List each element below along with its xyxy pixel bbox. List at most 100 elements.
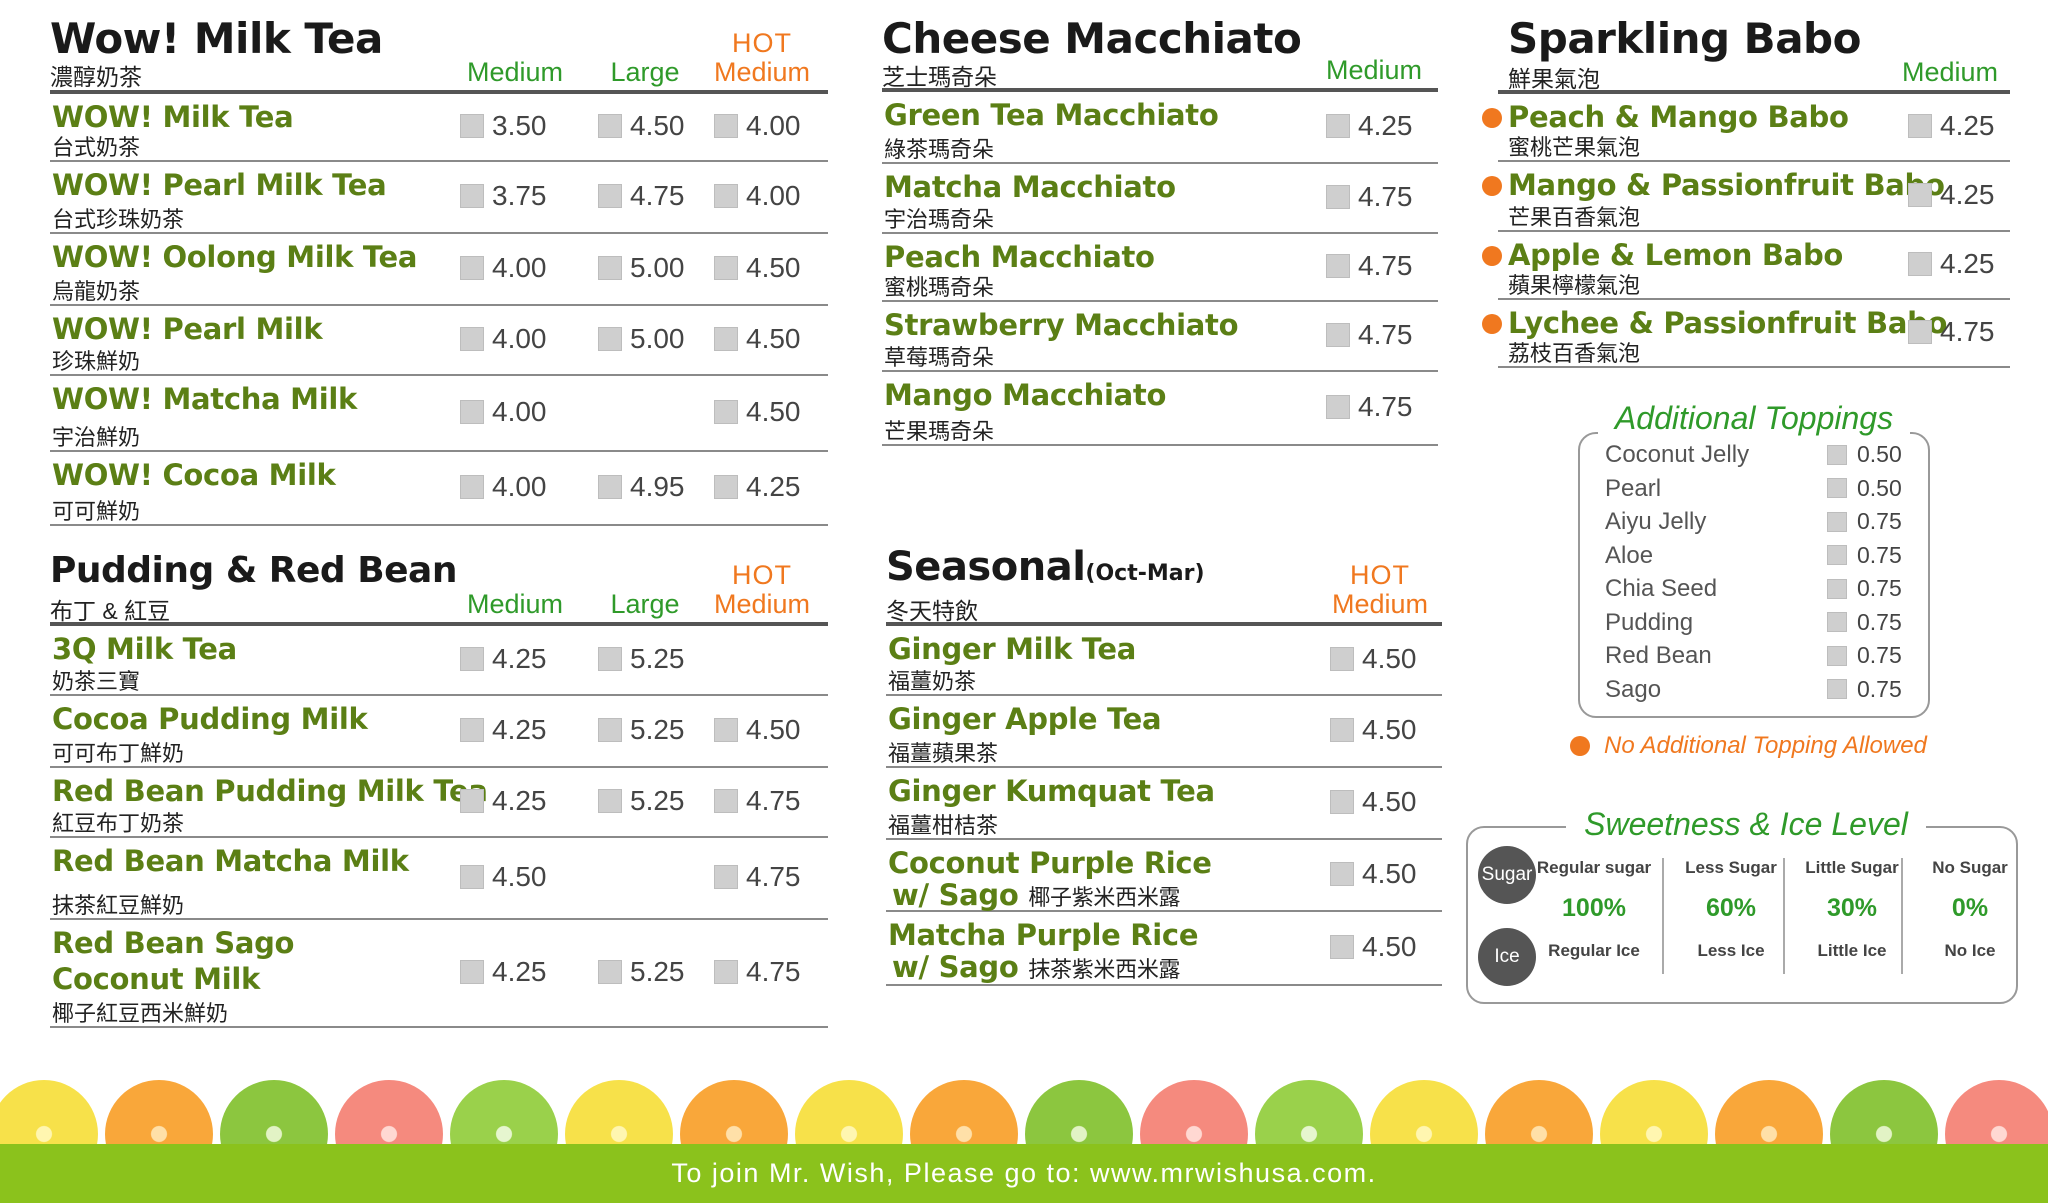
- checkbox[interactable]: [1326, 114, 1350, 138]
- checkbox[interactable]: [1330, 790, 1354, 814]
- checkbox[interactable]: [460, 475, 484, 499]
- price: 4.50: [1330, 714, 1417, 746]
- checkbox[interactable]: [1326, 185, 1350, 209]
- checkbox[interactable]: [1330, 935, 1354, 959]
- menu-row: Red Bean Matcha Milk 抹茶紅豆鮮奶 4.50 4.75: [50, 838, 828, 920]
- toppings-title: Additional Toppings: [1598, 400, 1910, 437]
- seasonal-title: Seasonal: [886, 544, 1086, 590]
- checkbox[interactable]: [1330, 647, 1354, 671]
- checkbox[interactable]: [598, 647, 622, 671]
- checkbox[interactable]: [460, 718, 484, 742]
- ice-level-label: Regular Ice: [1548, 941, 1640, 960]
- checkbox[interactable]: [714, 184, 738, 208]
- checkbox[interactable]: [460, 647, 484, 671]
- col-medium: Medium: [1325, 54, 1423, 85]
- checkbox[interactable]: [1326, 323, 1350, 347]
- menu-row: Red Bean Sago Coconut Milk 椰子紅豆西米鮮奶 4.25 5.2…: [50, 920, 828, 1028]
- checkbox[interactable]: [1326, 395, 1350, 419]
- topping-row: Pearl 0.50: [1605, 475, 1915, 507]
- checkbox[interactable]: [598, 718, 622, 742]
- checkbox[interactable]: [1827, 545, 1847, 565]
- item-name: WOW! Pearl Milk Tea: [52, 168, 387, 202]
- checkbox[interactable]: [714, 789, 738, 813]
- milk-tea-header: Wow! Milk Tea 濃醇奶茶 Medium Large HOT Medi…: [50, 8, 828, 94]
- checkbox[interactable]: [1326, 254, 1350, 278]
- checkbox[interactable]: [1827, 444, 1847, 465]
- checkbox[interactable]: [1908, 320, 1932, 344]
- checkbox[interactable]: [714, 475, 738, 499]
- checkbox[interactable]: [1330, 862, 1354, 886]
- checkbox[interactable]: [460, 114, 484, 138]
- price-value: 4.75: [1358, 319, 1413, 350]
- fruit-slice-icon: [450, 1080, 558, 1145]
- price: 4.95: [598, 471, 685, 503]
- checkbox[interactable]: [598, 184, 622, 208]
- item-name-zh: 芒果百香氣泡: [1508, 205, 1641, 230]
- hot-medium-label: Medium: [713, 588, 811, 619]
- checkbox[interactable]: [714, 960, 738, 984]
- col-hot-medium: HOT Medium: [1318, 561, 1442, 618]
- item-name: Cocoa Pudding Milk: [52, 702, 368, 736]
- checkbox[interactable]: [1827, 578, 1847, 599]
- price-value: 4.00: [492, 396, 547, 427]
- pudding-section: Pudding & Red Bean 布丁 & 紅豆 Medium Large …: [50, 540, 828, 1028]
- checkbox[interactable]: [460, 789, 484, 813]
- checkbox[interactable]: [460, 400, 484, 424]
- price: 4.50: [1330, 643, 1417, 675]
- checkbox[interactable]: [1908, 183, 1932, 207]
- price: 4.75: [1326, 319, 1413, 351]
- price: 4.00: [714, 180, 801, 212]
- col-medium: Medium: [466, 56, 564, 87]
- item-name-zh: 芒果瑪奇朵: [884, 419, 995, 444]
- checkbox[interactable]: [1827, 612, 1847, 632]
- checkbox[interactable]: [1908, 114, 1932, 138]
- item-name: Peach & Mango Babo: [1508, 100, 1849, 134]
- sparkling-section: Sparkling Babo 鮮果氣泡 Medium Peach & Mango…: [1482, 8, 2010, 368]
- checkbox[interactable]: [1827, 478, 1847, 498]
- checkbox[interactable]: [714, 718, 738, 742]
- milk-tea-section: Wow! Milk Tea 濃醇奶茶 Medium Large HOT Medi…: [50, 8, 828, 526]
- fruit-slice-icon: [335, 1080, 443, 1145]
- price-value: 4.75: [1940, 316, 1995, 347]
- topping-price: 0.75: [1827, 508, 1902, 535]
- price-value: 4.50: [1362, 786, 1417, 817]
- divider: [1901, 858, 1903, 974]
- menu-row: WOW! Pearl Milk Tea 台式珍珠奶茶 3.75 4.75 4.00: [50, 162, 828, 234]
- checkbox[interactable]: [714, 256, 738, 280]
- checkbox[interactable]: [460, 865, 484, 889]
- orange-dot-icon: [1482, 246, 1502, 266]
- menu-row: Apple & Lemon Babo 蘋果檸檬氣泡 4.25: [1482, 232, 2010, 300]
- checkbox[interactable]: [1908, 252, 1932, 276]
- cheese-header: Cheese Macchiato 芝士瑪奇朵 Medium: [882, 8, 1438, 92]
- item-name-zh: 台式奶茶: [52, 135, 141, 160]
- checkbox[interactable]: [714, 114, 738, 138]
- price: 4.25: [1326, 110, 1413, 142]
- item-name: Apple & Lemon Babo: [1508, 238, 1844, 272]
- sweetness-level: Little Sugar 30% Little Ice: [1787, 858, 1917, 961]
- checkbox[interactable]: [598, 960, 622, 984]
- checkbox[interactable]: [1827, 511, 1847, 532]
- price-value: 4.25: [1940, 179, 1995, 210]
- checkbox[interactable]: [598, 789, 622, 813]
- checkbox[interactable]: [598, 256, 622, 280]
- checkbox[interactable]: [598, 327, 622, 351]
- ice-level-label: Little Ice: [1817, 941, 1887, 960]
- checkbox[interactable]: [460, 256, 484, 280]
- hot-medium-label: Medium: [1331, 588, 1429, 619]
- checkbox[interactable]: [460, 960, 484, 984]
- checkbox[interactable]: [598, 114, 622, 138]
- fruit-slice-icon: [1485, 1080, 1593, 1145]
- checkbox[interactable]: [714, 327, 738, 351]
- col-medium: Medium: [466, 588, 564, 619]
- checkbox[interactable]: [598, 475, 622, 499]
- fruit-slices-decoration: [0, 1080, 2048, 1145]
- checkbox[interactable]: [1330, 718, 1354, 742]
- checkbox[interactable]: [714, 400, 738, 424]
- checkbox[interactable]: [1827, 679, 1847, 699]
- checkbox[interactable]: [460, 184, 484, 208]
- col-large: Large: [610, 588, 680, 619]
- ice-badge: Ice: [1478, 928, 1536, 986]
- checkbox[interactable]: [1827, 645, 1847, 666]
- checkbox[interactable]: [460, 327, 484, 351]
- checkbox[interactable]: [714, 865, 738, 889]
